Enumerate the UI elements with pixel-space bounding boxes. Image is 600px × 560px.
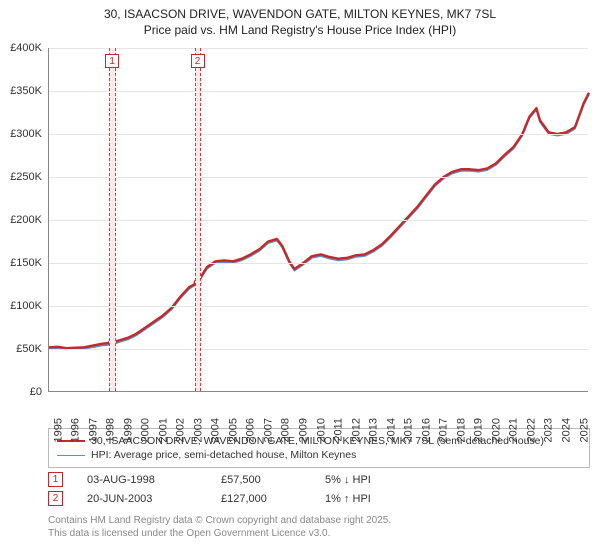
sale-price: £57,500 <box>221 474 301 486</box>
y-axis-label: £50K <box>16 343 42 355</box>
chart-container: 30, ISAACSON DRIVE, WAVENDON GATE, MILTO… <box>0 0 600 540</box>
gridline <box>49 91 588 92</box>
sale-delta: 1% ↑ HPI <box>325 493 435 505</box>
sale-row: 2 20-JUN-2003 £127,000 1% ↑ HPI <box>48 491 590 506</box>
y-axis-label: £300K <box>10 128 42 140</box>
sale-price: £127,000 <box>221 493 301 505</box>
y-axis-label: £150K <box>10 257 42 269</box>
y-axis-label: £400K <box>10 42 42 54</box>
sale-band-marker: 1 <box>105 54 119 68</box>
sale-delta: 5% ↓ HPI <box>325 474 435 486</box>
x-axis-label: 2002 <box>175 418 187 442</box>
legend-swatch <box>57 455 85 456</box>
x-axis-label: 1996 <box>70 418 82 442</box>
x-axis-label: 2018 <box>455 418 467 442</box>
x-axis-label: 2001 <box>157 418 169 442</box>
gridline <box>49 306 588 307</box>
x-axis-label: 2007 <box>262 418 274 442</box>
x-axis-label: 2013 <box>368 418 380 442</box>
gridline <box>49 220 588 221</box>
gridline <box>49 349 588 350</box>
x-axis-label: 2009 <box>297 418 309 442</box>
y-axis-label: £100K <box>10 300 42 312</box>
x-axis-label: 2011 <box>333 418 345 442</box>
x-axis-label: 2008 <box>280 418 292 442</box>
attribution: Contains HM Land Registry data © Crown c… <box>48 514 590 540</box>
sale-band: 1 <box>109 48 116 391</box>
x-axis-label: 2004 <box>210 418 222 442</box>
legend-label: HPI: Average price, semi-detached house,… <box>91 449 356 461</box>
chart-title: 30, ISAACSON DRIVE, WAVENDON GATE, MILTO… <box>0 6 600 38</box>
legend-item: HPI: Average price, semi-detached house,… <box>57 448 581 462</box>
sale-row: 1 03-AUG-1998 £57,500 5% ↓ HPI <box>48 472 590 487</box>
gridline <box>49 134 588 135</box>
sale-date: 03-AUG-1998 <box>87 474 197 486</box>
gridline <box>49 177 588 178</box>
x-axis-label: 1998 <box>105 418 117 442</box>
x-axis-label: 2015 <box>403 418 415 442</box>
attribution-line-1: Contains HM Land Registry data © Crown c… <box>48 514 590 527</box>
sale-date: 20-JUN-2003 <box>87 493 197 505</box>
chart-area: 12 £0£50K£100K£150K£200K£250K£300K£350K£… <box>0 42 600 422</box>
sale-band: 2 <box>195 48 201 391</box>
y-axis-label: £0 <box>30 386 42 398</box>
x-axis-label: 2003 <box>192 418 204 442</box>
x-axis-label: 1995 <box>52 418 64 442</box>
title-line-1: 30, ISAACSON DRIVE, WAVENDON GATE, MILTO… <box>0 6 600 22</box>
x-axis-label: 2010 <box>315 418 327 442</box>
x-axis-label: 2000 <box>140 418 152 442</box>
x-axis-label: 2022 <box>525 418 537 442</box>
x-axis-label: 1999 <box>122 418 134 442</box>
plot-area: 12 <box>48 48 588 392</box>
title-line-2: Price paid vs. HM Land Registry's House … <box>0 22 600 38</box>
attribution-line-2: This data is licensed under the Open Gov… <box>48 527 590 540</box>
y-axis-label: £250K <box>10 171 42 183</box>
x-axis-label: 2025 <box>578 418 590 442</box>
x-axis-label: 2012 <box>350 418 362 442</box>
x-axis-label: 2016 <box>420 418 432 442</box>
x-axis-label: 2006 <box>245 418 257 442</box>
x-axis-label: 2023 <box>543 418 555 442</box>
series-hpi <box>49 95 589 350</box>
y-axis-label: £350K <box>10 85 42 97</box>
x-axis-label: 1997 <box>87 418 99 442</box>
sale-row-marker: 1 <box>48 472 63 487</box>
x-axis-label: 2019 <box>473 418 485 442</box>
sale-band-marker: 2 <box>191 54 205 68</box>
y-axis-label: £200K <box>10 214 42 226</box>
sale-row-marker: 2 <box>48 491 63 506</box>
x-axis-label: 2014 <box>385 418 397 442</box>
x-axis-label: 2021 <box>508 418 520 442</box>
x-axis-label: 2020 <box>490 418 502 442</box>
x-axis-label: 2024 <box>560 418 572 442</box>
x-axis-label: 2017 <box>438 418 450 442</box>
x-axis-label: 2005 <box>227 418 239 442</box>
gridline <box>49 263 588 264</box>
gridline <box>49 48 588 49</box>
